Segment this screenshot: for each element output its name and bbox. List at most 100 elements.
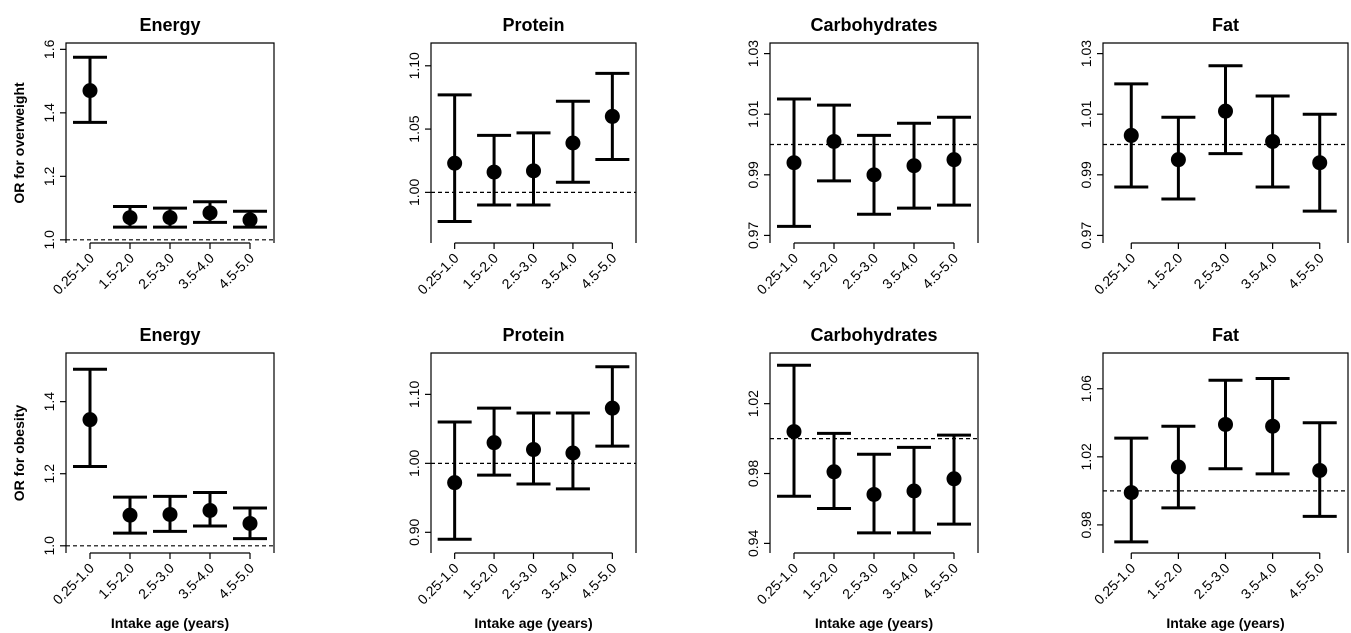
- x-tick-label: 2.5-3.0: [135, 560, 177, 602]
- x-tick-label: 2.5-3.0: [498, 250, 540, 292]
- plot-frame: [65, 42, 275, 243]
- y-tick-label: 0.99: [745, 161, 761, 188]
- y-tick-label: 0.97: [745, 222, 761, 249]
- panel-0-1: Protein 1.00 1.05 1.10 0.25-1.01.5-2.02.5-3.…: [406, 15, 637, 298]
- x-tick-label: 2.5-3.0: [1190, 250, 1232, 292]
- x-tick-label: 3.5-4.0: [1238, 250, 1280, 292]
- x-tick-label: 1.5-2.0: [95, 560, 137, 602]
- panel-title: Energy: [139, 325, 200, 345]
- x-tick-label: 2.5-3.0: [498, 560, 540, 602]
- point-estimate: [866, 486, 882, 502]
- x-tick-label: 1.5-2.0: [799, 560, 841, 602]
- x-tick-label: 1.5-2.0: [459, 250, 501, 292]
- y-tick-label: 1.03: [1078, 40, 1094, 67]
- plot-frame: [65, 352, 275, 553]
- y-tick-label: 0.98: [745, 460, 761, 487]
- x-tick-label: 0.25-1.0: [414, 250, 462, 298]
- x-tick-label: 0.25-1.0: [414, 560, 462, 608]
- point-estimate: [1218, 103, 1233, 119]
- point-estimate: [526, 442, 541, 458]
- point-estimate: [242, 515, 258, 531]
- x-tick-label: 0.25-1.0: [1091, 560, 1139, 608]
- y-tick-label: 1.06: [1078, 375, 1094, 402]
- y-tick-label: 0.94: [745, 530, 761, 557]
- y-tick-label: 1.05: [406, 115, 422, 142]
- y-tick-label: 1.03: [745, 40, 761, 67]
- panel-1-2: Carbohydrates 0.94 0.98 1.02 0.25-1.01.5-2.0…: [745, 325, 979, 631]
- point-estimate: [786, 424, 802, 440]
- panel-title: Carbohydrates: [810, 325, 937, 345]
- x-tick-label: 3.5-4.0: [1238, 560, 1280, 602]
- point-estimate: [122, 507, 138, 523]
- y-tick-label: 1.02: [745, 390, 761, 417]
- x-tick-label: 4.5-5.0: [577, 250, 619, 292]
- y-tick-label: 1.01: [1078, 100, 1094, 127]
- point-estimate: [604, 400, 620, 416]
- point-estimate: [946, 471, 962, 487]
- point-estimate: [1123, 485, 1139, 501]
- point-estimate: [565, 135, 581, 151]
- point-estimate: [565, 445, 581, 461]
- y-tick-label: 1.10: [406, 52, 422, 79]
- x-tick-label: 4.5-5.0: [1285, 250, 1327, 292]
- y-tick-label: 1.4: [41, 392, 57, 412]
- panel-0-3: Fat 0.97 0.99 1.01 1.03 0.25-1.0 1.5-2.0 2.5-3.…: [1078, 15, 1349, 298]
- panel-1-1: Protein 0.90 1.00 1.10 0.25-1.01.5-2.02.5-3.…: [406, 325, 637, 631]
- point-estimate: [202, 205, 218, 221]
- point-estimate: [447, 155, 463, 171]
- x-tick-label: 2.5-3.0: [1190, 560, 1232, 602]
- x-tick-label: 3.5-4.0: [175, 560, 217, 602]
- point-estimate: [1170, 152, 1186, 168]
- point-estimate: [122, 210, 138, 226]
- x-tick-label: 4.5-5.0: [919, 560, 961, 602]
- y-tick-label: 0.98: [1078, 511, 1094, 538]
- x-tick-label: 4.5-5.0: [919, 250, 961, 292]
- y-tick-label: 1.10: [406, 381, 422, 408]
- plot-frame: [430, 352, 637, 553]
- x-tick-label: 4.5-5.0: [215, 560, 257, 602]
- panel-title: Protein: [502, 325, 564, 345]
- y-tick-label: 1.6: [41, 39, 57, 59]
- x-tick-label: 1.5-2.0: [459, 560, 501, 602]
- y-tick-label: 1.01: [745, 100, 761, 127]
- y-tick-label: 0.99: [1078, 161, 1094, 188]
- x-tick-label: 2.5-3.0: [135, 250, 177, 292]
- point-estimate: [826, 464, 842, 480]
- x-tick-label: 2.5-3.0: [839, 560, 881, 602]
- panel-title: Fat: [1212, 325, 1239, 345]
- x-tick-label: 0.25-1.0: [753, 250, 801, 298]
- point-estimate: [202, 502, 218, 518]
- y-tick-label: 1.0: [41, 536, 57, 556]
- x-tick-label: 3.5-4.0: [879, 250, 921, 292]
- x-axis-label: Intake age (years): [111, 615, 229, 631]
- point-estimate: [1123, 127, 1139, 143]
- y-tick-label: 1.00: [406, 450, 422, 477]
- plot-frame: [1102, 352, 1349, 553]
- x-tick-label: 3.5-4.0: [879, 560, 921, 602]
- x-tick-label: 1.5-2.0: [799, 250, 841, 292]
- panel-1-3: Fat 0.98 1.02 1.06 0.25-1.0 1.5-2.0 2.5-3.0 3.5…: [1078, 325, 1349, 631]
- x-tick-label: 4.5-5.0: [215, 250, 257, 292]
- plot-frame: [769, 352, 979, 553]
- point-estimate: [604, 108, 620, 124]
- y-axis-label: OR for overweight: [11, 82, 27, 204]
- x-tick-label: 1.5-2.0: [95, 250, 137, 292]
- x-tick-label: 0.25-1.0: [753, 560, 801, 608]
- x-tick-label: 3.5-4.0: [175, 250, 217, 292]
- x-tick-label: 4.5-5.0: [577, 560, 619, 602]
- x-tick-label: 3.5-4.0: [538, 560, 580, 602]
- y-tick-label: 1.00: [406, 179, 422, 206]
- y-axis-label: OR for obesity: [11, 405, 27, 502]
- x-tick-label: 0.25-1.0: [1091, 250, 1139, 298]
- point-estimate: [242, 212, 258, 228]
- x-axis-label: Intake age (years): [815, 615, 933, 631]
- point-estimate: [946, 152, 962, 168]
- point-estimate: [866, 167, 882, 183]
- plot-frame: [1102, 42, 1349, 243]
- panel-1-0: Energy 1.0 1.2 1.4 0.25-1.01.5-2.02.5-3.03.5…: [11, 325, 275, 631]
- x-tick-label: 4.5-5.0: [1285, 560, 1327, 602]
- panel-0-0: Energy 1.0 1.2 1.4 1.6 0.25-1.01.5-2.02.5-3.0…: [11, 15, 275, 297]
- panel-title: Protein: [502, 15, 564, 35]
- point-estimate: [1265, 133, 1281, 149]
